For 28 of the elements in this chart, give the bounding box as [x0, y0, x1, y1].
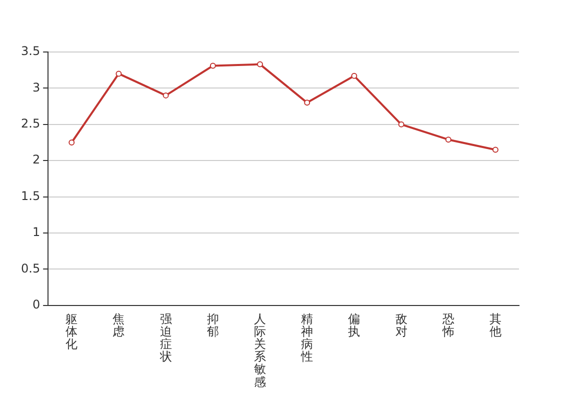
y-tick-label: 3 [32, 80, 40, 94]
point [445, 136, 452, 143]
point [351, 72, 358, 79]
x-tick-label: 偏执 [348, 312, 360, 338]
point [256, 61, 263, 68]
y-tick-label: 0.5 [20, 261, 40, 276]
point [210, 62, 216, 69]
y-tick-label: 1.5 [20, 188, 40, 203]
y-tick-label: 2 [32, 152, 40, 167]
x-tick-label: 精神病性 [300, 312, 314, 364]
x-tick-label: 强迫症状 [158, 312, 172, 364]
x-tick-label: 人际关系敏感 [254, 312, 266, 389]
point [492, 146, 498, 153]
point [398, 121, 404, 128]
x-tick-label: 躯体化 [66, 312, 78, 352]
y-tick-label: 2.5 [20, 116, 40, 131]
y-tick-label: 3.5 [20, 44, 40, 58]
point [162, 92, 169, 98]
point [304, 100, 310, 106]
x-tick-label: 焦虑 [112, 312, 125, 338]
x-tick-label: 其他 [489, 312, 502, 338]
y-tick-label: 1 [32, 225, 40, 240]
x-tick-label: 恐怖 [441, 312, 454, 338]
y-tick-label: 0 [32, 298, 40, 312]
point [68, 140, 75, 146]
x-tick-label: 抑郁 [206, 312, 219, 338]
x-tick-label: 敌对 [395, 312, 408, 338]
point [116, 70, 122, 77]
